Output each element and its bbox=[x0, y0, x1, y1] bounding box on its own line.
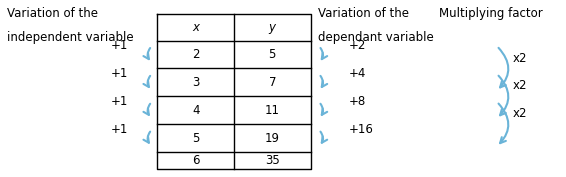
Text: 4: 4 bbox=[192, 104, 199, 117]
Text: 19: 19 bbox=[265, 132, 280, 145]
Text: +16: +16 bbox=[349, 123, 374, 136]
Text: x: x bbox=[192, 21, 199, 34]
Text: 7: 7 bbox=[268, 76, 276, 89]
Text: independent variable: independent variable bbox=[7, 31, 134, 44]
Text: 5: 5 bbox=[192, 132, 199, 145]
Text: x2: x2 bbox=[513, 79, 528, 92]
Text: +2: +2 bbox=[349, 39, 366, 52]
Text: dependant variable: dependant variable bbox=[318, 31, 434, 44]
Text: 5: 5 bbox=[268, 48, 276, 61]
Text: Variation of the: Variation of the bbox=[318, 7, 409, 20]
Text: y: y bbox=[269, 21, 276, 34]
Text: Variation of the: Variation of the bbox=[7, 7, 98, 20]
Text: +1: +1 bbox=[110, 95, 128, 108]
Text: +1: +1 bbox=[110, 67, 128, 80]
Text: x2: x2 bbox=[513, 52, 528, 64]
Text: x2: x2 bbox=[513, 107, 528, 120]
Text: 2: 2 bbox=[192, 48, 199, 61]
Text: +1: +1 bbox=[110, 39, 128, 52]
Text: 3: 3 bbox=[192, 76, 199, 89]
Text: +1: +1 bbox=[110, 123, 128, 136]
Text: 11: 11 bbox=[265, 104, 280, 117]
Text: Multiplying factor: Multiplying factor bbox=[439, 7, 543, 20]
Text: +8: +8 bbox=[349, 95, 366, 108]
Text: +4: +4 bbox=[349, 67, 366, 80]
Text: 6: 6 bbox=[192, 154, 199, 167]
Text: 35: 35 bbox=[265, 154, 280, 167]
